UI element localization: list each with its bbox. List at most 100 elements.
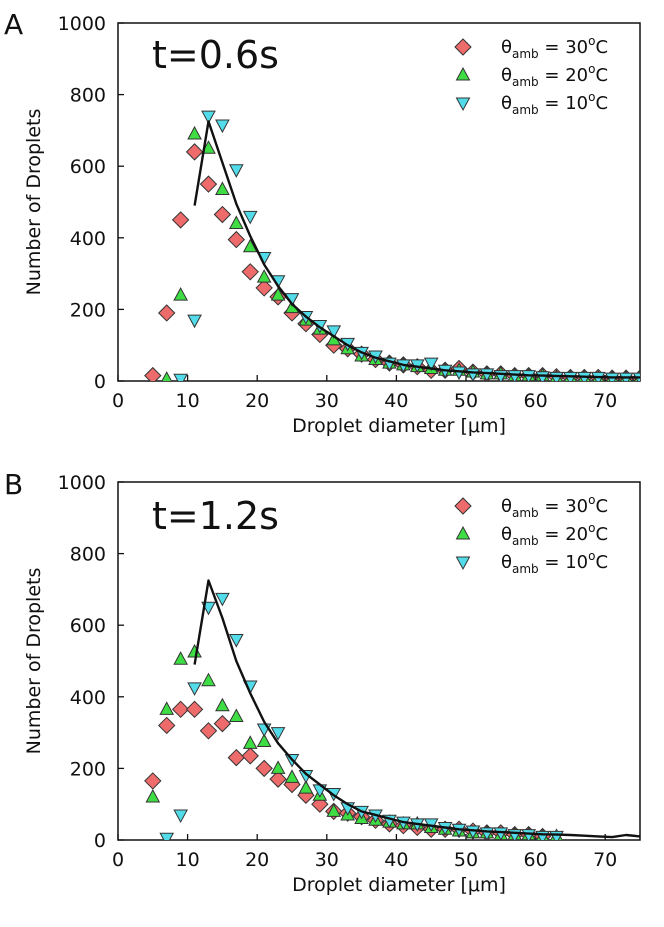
- y-tick-label: 600: [70, 615, 106, 637]
- legend-superscript: o: [588, 90, 595, 104]
- x-tick-label: 40: [384, 390, 408, 412]
- data-point: [201, 672, 216, 687]
- data-point: [158, 304, 176, 322]
- legend-marker: [454, 38, 472, 56]
- data-point: [171, 211, 190, 229]
- x-axis-label: Droplet diameter [μm]: [292, 415, 506, 437]
- data-point: [227, 230, 246, 249]
- chart-panel-a: 0 10 20 30 40 50 60 70 0 200 400 600 800 1000 Droplet …: [4, 8, 641, 437]
- plot-frame: [117, 22, 641, 382]
- model-line: [193, 120, 640, 379]
- x-tick-label: 10: [176, 390, 200, 412]
- legend-superscript: o: [588, 521, 595, 535]
- data-point: [187, 644, 202, 658]
- panel-letter: B: [4, 468, 23, 501]
- data-point: [215, 119, 230, 134]
- x-tick-label: 60: [524, 849, 548, 871]
- data-point: [270, 287, 286, 301]
- data-point: [173, 287, 188, 301]
- legend-unit: C: [595, 37, 608, 58]
- legend-entry: θamb = 30oC: [501, 493, 608, 520]
- legend-value: = 30: [539, 37, 588, 58]
- data-point: [215, 181, 230, 195]
- data-point: [284, 769, 300, 783]
- data-point: [185, 143, 204, 161]
- legend-entry: θamb = 10oC: [501, 549, 608, 576]
- legend-symbol: θ: [501, 524, 512, 545]
- legend-superscript: o: [588, 549, 595, 563]
- data-point: [158, 716, 176, 735]
- x-axis-label: Droplet diameter [μm]: [292, 874, 506, 896]
- data-point: [173, 373, 188, 381]
- data-point: [255, 279, 273, 297]
- legend-symbol: θ: [501, 65, 512, 86]
- data-point: [199, 722, 218, 740]
- y-tick-label: 0: [94, 371, 106, 393]
- data-point: [171, 700, 190, 719]
- legend-subscript: amb: [512, 75, 539, 89]
- y-tick-label: 600: [70, 156, 106, 178]
- series-diamond: [144, 700, 552, 840]
- legend-superscript: o: [588, 493, 595, 507]
- legend-unit: C: [595, 524, 608, 545]
- legend-marker: [455, 66, 471, 81]
- x-tick-label: 0: [112, 390, 124, 412]
- legend-superscript: o: [588, 62, 595, 76]
- y-tick-label: 800: [70, 85, 106, 107]
- legend-unit: C: [595, 552, 608, 573]
- data-point: [270, 760, 286, 774]
- panel-letter: A: [4, 8, 23, 41]
- data-point: [326, 803, 342, 817]
- x-tick-label: 20: [245, 390, 269, 412]
- data-point: [326, 325, 342, 339]
- y-tick-label: 400: [70, 687, 106, 709]
- series-diamond: [144, 143, 640, 381]
- data-point: [201, 110, 216, 125]
- legend-symbol: θ: [501, 93, 512, 114]
- x-tick-label: 60: [524, 390, 548, 412]
- data-point: [173, 809, 188, 823]
- legend-value: = 20: [539, 524, 588, 545]
- data-point: [228, 164, 244, 178]
- data-point: [241, 747, 259, 765]
- data-point: [270, 727, 286, 741]
- data-point: [423, 357, 439, 372]
- y-tick-label: 800: [70, 544, 106, 566]
- y-tick-label: 200: [70, 299, 106, 321]
- y-tick-label: 1000: [58, 13, 106, 35]
- data-point: [228, 708, 244, 722]
- data-point: [144, 366, 162, 381]
- data-point: [215, 592, 230, 607]
- legend-entry: θamb = 20oC: [501, 62, 608, 89]
- data-point: [199, 175, 218, 193]
- data-layer: [144, 579, 640, 840]
- y-tick-label: 1000: [58, 472, 106, 494]
- x-tick-label: 20: [245, 849, 269, 871]
- x-tick-label: 70: [593, 849, 617, 871]
- data-point: [185, 700, 204, 719]
- data-point: [159, 701, 175, 715]
- legend-subscript: amb: [512, 562, 539, 576]
- x-tick-label: 50: [454, 390, 478, 412]
- time-label: t=1.2s: [152, 494, 279, 538]
- legend-marker: [454, 497, 472, 515]
- data-point: [242, 210, 258, 225]
- data-point: [242, 238, 258, 253]
- data-point: [269, 770, 287, 788]
- legend-entry: θamb = 20oC: [501, 521, 608, 548]
- data-point: [227, 748, 246, 767]
- legend-symbol: θ: [501, 496, 512, 517]
- legend-marker: [455, 97, 471, 112]
- data-point: [256, 733, 272, 748]
- legend-unit: C: [595, 93, 608, 114]
- x-tick-label: 50: [454, 849, 478, 871]
- model-line: [193, 579, 640, 839]
- legend-marker: [455, 525, 471, 540]
- legend-value: = 10: [539, 552, 588, 573]
- data-layer: [144, 110, 640, 381]
- legend-unit: C: [595, 65, 608, 86]
- y-tick-label: 200: [70, 758, 106, 780]
- data-point: [228, 215, 244, 229]
